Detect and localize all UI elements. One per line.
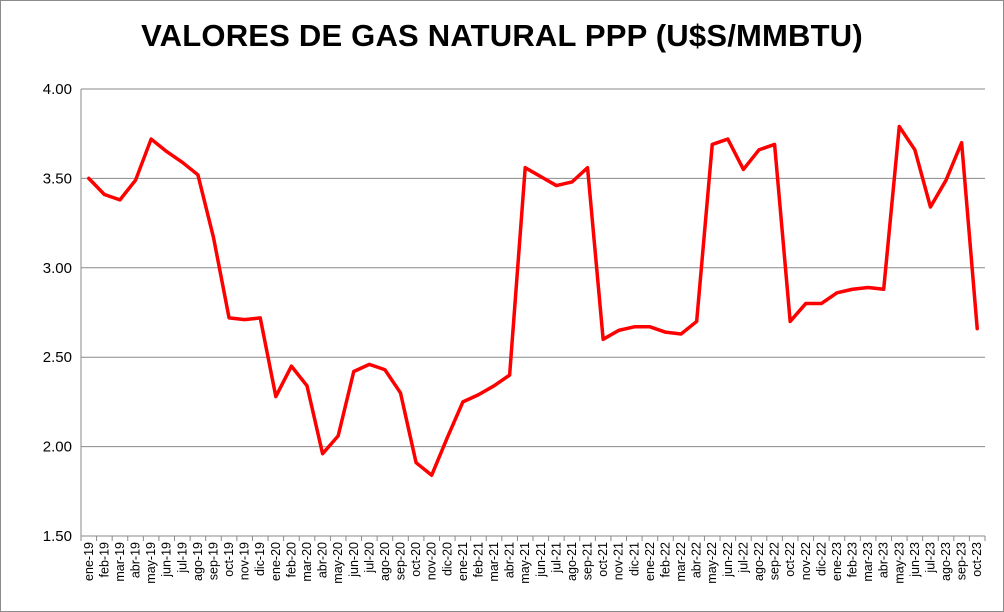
series-line bbox=[87, 124, 979, 477]
x-tick-label: oct-20 bbox=[409, 542, 423, 577]
x-tick-label: jun-21 bbox=[534, 542, 548, 578]
x-tick-label: mar-23 bbox=[861, 542, 875, 582]
x-tick-label: jun-20 bbox=[347, 542, 361, 578]
y-tick-label: 2.00 bbox=[43, 439, 72, 456]
x-tick-label: feb-22 bbox=[658, 542, 672, 577]
x-tick-label: nov-20 bbox=[425, 542, 439, 580]
x-tick-label: sep-19 bbox=[206, 542, 220, 580]
x-tick-label: jul-22 bbox=[736, 542, 750, 574]
x-tick-label: dic-22 bbox=[814, 542, 828, 576]
x-tick-label: ene-22 bbox=[643, 542, 657, 581]
x-tick-label: ene-23 bbox=[830, 542, 844, 581]
x-tick-label: may-23 bbox=[892, 542, 906, 584]
y-tick-label: 1.50 bbox=[43, 528, 72, 545]
x-tick-label: oct-21 bbox=[596, 542, 610, 577]
x-tick-label: jul-19 bbox=[175, 542, 189, 574]
x-tick-label: feb-20 bbox=[284, 542, 298, 577]
x-tick-label: oct-23 bbox=[970, 542, 984, 577]
x-tick-label: sep-21 bbox=[581, 542, 595, 580]
x-tick-label: mar-22 bbox=[674, 542, 688, 582]
x-tick-label: ago-20 bbox=[378, 542, 392, 581]
x-tick-label: oct-22 bbox=[783, 542, 797, 577]
x-tick-label: abr-19 bbox=[129, 542, 143, 578]
x-tick-label: abr-20 bbox=[316, 542, 330, 578]
x-tick-label: may-19 bbox=[144, 542, 158, 584]
x-tick-label: feb-21 bbox=[471, 542, 485, 577]
x-tick-label: ene-20 bbox=[269, 542, 283, 581]
x-tick-label: abr-23 bbox=[877, 542, 891, 578]
y-tick-label: 2.50 bbox=[43, 349, 72, 366]
x-tick-label: feb-23 bbox=[846, 542, 860, 577]
x-tick-label: mar-20 bbox=[300, 542, 314, 582]
x-tick-label: abr-22 bbox=[690, 542, 704, 578]
x-tick-label: ene-19 bbox=[82, 542, 96, 581]
x-tick-label: sep-22 bbox=[768, 542, 782, 580]
x-tick-label: nov-22 bbox=[799, 542, 813, 580]
y-tick-label: 3.50 bbox=[43, 170, 72, 187]
x-tick-label: may-22 bbox=[705, 542, 719, 584]
x-tick-label: mar-19 bbox=[113, 542, 127, 582]
x-tick-label: jun-23 bbox=[908, 542, 922, 578]
x-tick-label: ago-19 bbox=[191, 542, 205, 581]
x-tick-label: mar-21 bbox=[487, 542, 501, 582]
x-tick-label: jul-23 bbox=[923, 542, 937, 574]
x-tick-label: nov-21 bbox=[612, 542, 626, 580]
x-tick-label: jul-20 bbox=[362, 542, 376, 574]
x-tick-label: jul-21 bbox=[549, 542, 563, 574]
y-tick-label: 4.00 bbox=[43, 81, 72, 98]
chart-title: VALORES DE GAS NATURAL PPP (U$S/MMBTU) bbox=[141, 18, 863, 53]
x-tick-label: may-20 bbox=[331, 542, 345, 584]
x-tick-label: jun-22 bbox=[721, 542, 735, 578]
x-tick-label: ago-21 bbox=[565, 542, 579, 581]
x-tick-label: nov-19 bbox=[238, 542, 252, 580]
x-tick-label: dic-21 bbox=[627, 542, 641, 576]
x-tick-label: abr-21 bbox=[503, 542, 517, 578]
x-tick-label: sep-20 bbox=[394, 542, 408, 580]
x-tick-label: may-21 bbox=[518, 542, 532, 584]
x-tick-label: ago-23 bbox=[939, 542, 953, 581]
y-tick-label: 3.00 bbox=[43, 260, 72, 277]
x-tick-label: dic-19 bbox=[253, 542, 267, 576]
x-tick-label: oct-19 bbox=[222, 542, 236, 577]
x-tick-label: jun-19 bbox=[160, 542, 174, 578]
x-tick-label: ago-22 bbox=[752, 542, 766, 581]
x-tick-label: sep-23 bbox=[955, 542, 969, 580]
x-tick-label: dic-20 bbox=[440, 542, 454, 576]
x-tick-label: feb-19 bbox=[97, 542, 111, 577]
x-tick-label: ene-21 bbox=[456, 542, 470, 581]
